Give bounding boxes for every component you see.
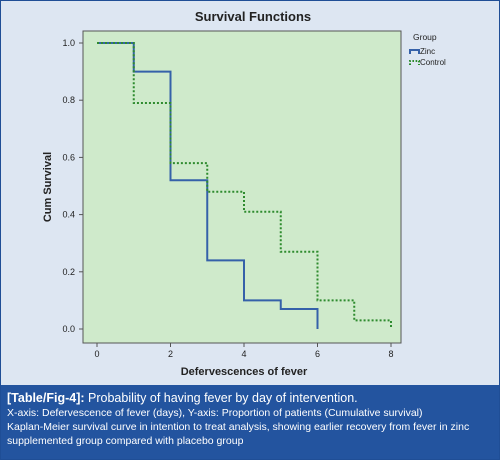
legend-title: Group xyxy=(413,32,437,42)
y-tick-label: 0.4 xyxy=(62,210,75,220)
survival-chart: Survival Functions Cum Survival Deferves… xyxy=(42,9,446,378)
figure-caption: [Table/Fig-4]: Probability of having fev… xyxy=(1,385,499,459)
y-tick-label: 1.0 xyxy=(62,38,75,48)
series-lines xyxy=(97,42,392,329)
x-axis-label: Defervescences of fever xyxy=(181,366,308,378)
legend-swatch-control xyxy=(409,60,420,65)
caption-description: Kaplan-Meier survival curve in intention… xyxy=(7,421,470,447)
x-tick-label: 4 xyxy=(241,349,246,359)
caption-axes-note: X-axis: Defervescence of fever (days), Y… xyxy=(7,407,423,419)
x-tick-label: 2 xyxy=(168,349,173,359)
legend-label-control: Control xyxy=(420,58,446,67)
caption-label: [Table/Fig-4]: xyxy=(7,391,85,405)
y-tick-label: 0.0 xyxy=(62,324,75,334)
x-tick-label: 6 xyxy=(315,349,320,359)
y-tick-label: 0.8 xyxy=(62,95,75,105)
x-tick-label: 8 xyxy=(388,349,393,359)
chart-title: Survival Functions xyxy=(195,9,311,24)
y-tick-label: 0.6 xyxy=(62,152,75,162)
series-line-control xyxy=(97,42,392,329)
y-tick-label: 0.2 xyxy=(62,267,75,277)
caption-heading: [Table/Fig-4]: Probability of having fev… xyxy=(7,391,493,406)
chart-panel: Survival Functions Cum Survival Deferves… xyxy=(1,1,499,385)
y-axis-label: Cum Survival xyxy=(42,152,54,222)
legend-swatch-zinc xyxy=(409,49,420,54)
x-tick-label: 0 xyxy=(94,349,99,359)
plot-area xyxy=(82,30,402,344)
axis-ticks: 0 2 4 6 8 0.0 0.2 0.4 0.6 0.8 1.0 xyxy=(62,38,393,359)
legend: Group Zinc Control xyxy=(409,32,446,67)
legend-label-zinc: Zinc xyxy=(420,47,435,56)
caption-title: Probability of having fever by day of in… xyxy=(88,391,358,405)
